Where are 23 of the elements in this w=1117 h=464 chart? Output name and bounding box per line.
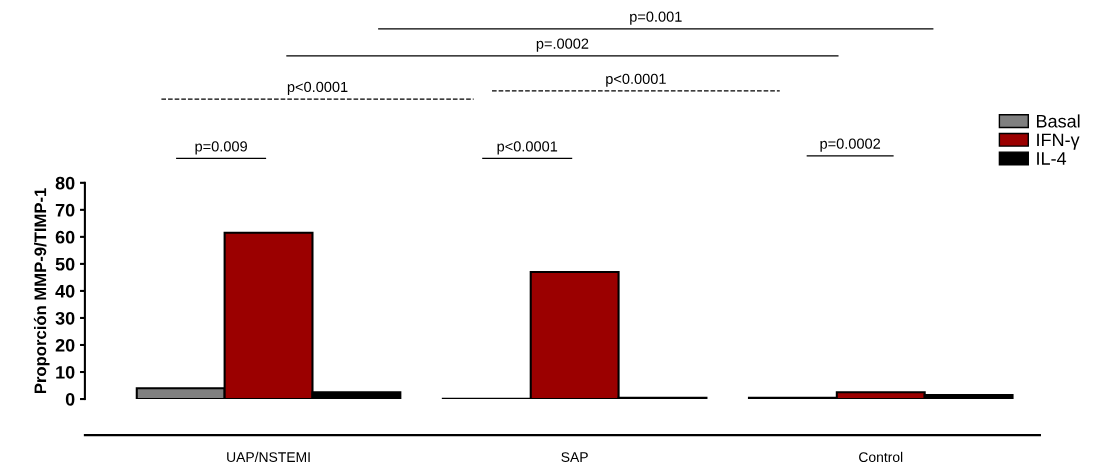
y-tick-label: 0 — [65, 392, 75, 406]
text: p=0.009 — [195, 141, 247, 155]
y-tick-label: 20 — [55, 338, 75, 352]
y-tick-label: 70 — [55, 203, 75, 217]
y-tick-label: 50 — [55, 257, 75, 271]
text: p<0.0001 — [606, 73, 666, 87]
text: p=0.0002 — [820, 138, 881, 152]
y-tick-label: 80 — [55, 176, 75, 190]
x-tick-label: UAP/NSTEMI — [227, 451, 310, 463]
x-tick-label: Control — [859, 451, 903, 463]
y-tick-label: 40 — [55, 284, 75, 298]
x-tick-label: SAP — [561, 452, 588, 463]
y-tick-label: 30 — [55, 311, 75, 325]
y-tick-label: 10 — [56, 365, 75, 379]
text: p<0.0001 — [497, 141, 558, 155]
text: p=0.001 — [630, 11, 682, 25]
y-tick-label: 60 — [55, 230, 75, 244]
y-axis-title: Proporción MMP-9/TIMP-1 — [33, 188, 50, 394]
legend-label: Basal — [1036, 114, 1080, 128]
legend-label: IFN-γ — [1037, 133, 1080, 150]
text: p=.0002 — [536, 38, 589, 52]
legend-label: IL-4 — [1037, 152, 1067, 165]
text: p<0.0001 — [287, 81, 348, 95]
